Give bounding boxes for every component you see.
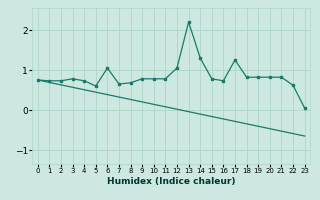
X-axis label: Humidex (Indice chaleur): Humidex (Indice chaleur)	[107, 177, 236, 186]
